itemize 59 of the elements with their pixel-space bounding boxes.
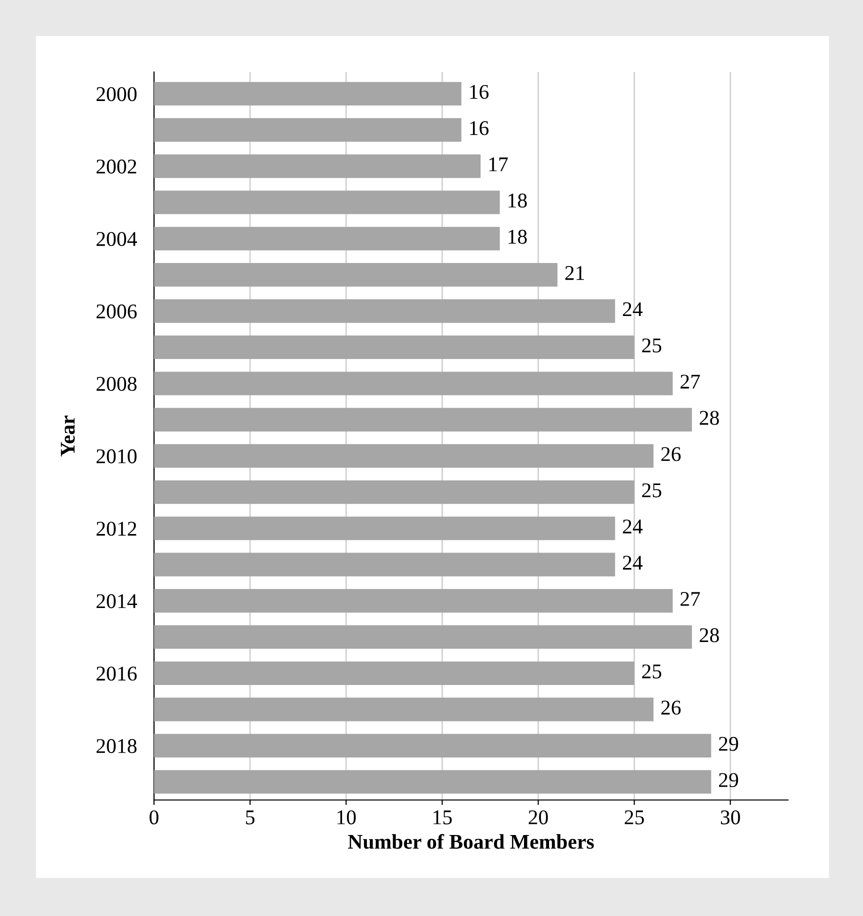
bar: [154, 625, 692, 649]
y-tick-label: 2006: [96, 304, 137, 318]
bar: [154, 661, 634, 686]
y-tick-label: 2018: [96, 739, 137, 754]
x-tick-label: 5: [246, 810, 254, 824]
y-tick-label: 2004: [96, 232, 138, 246]
bar: [154, 408, 692, 432]
bar: [154, 82, 462, 106]
data-label: 17: [489, 157, 508, 172]
data-label: 27: [680, 374, 700, 388]
data-label: 25: [642, 664, 662, 678]
bar: [154, 372, 673, 396]
bar: [154, 734, 712, 758]
data-label: 25: [642, 338, 662, 352]
bar: [154, 263, 558, 287]
data-label: 24: [622, 520, 643, 534]
y-tick-label: 2008: [96, 376, 137, 391]
data-label: 26: [661, 447, 681, 462]
y-tick-label: 2014: [96, 594, 138, 608]
bar: [154, 552, 616, 576]
y-tick-label: 2000: [96, 87, 137, 102]
y-tick-label: 2012: [96, 522, 136, 536]
y-tick-label: 2016: [96, 666, 137, 681]
y-tick-label: 2010: [96, 449, 137, 464]
bar: [154, 226, 500, 250]
x-tick-label: 30: [720, 810, 740, 824]
bar: [154, 118, 462, 142]
data-label: 25: [642, 483, 662, 498]
data-label: 24: [622, 302, 643, 316]
x-tick-label: 20: [528, 810, 548, 824]
x-tick-label: 25: [624, 810, 644, 824]
bar: [154, 589, 673, 613]
data-label: 24: [622, 556, 643, 570]
bar: [154, 190, 500, 214]
bar: [154, 480, 634, 504]
data-label: 28: [700, 628, 719, 642]
data-label: 18: [508, 230, 527, 244]
data-label: 18: [508, 194, 527, 208]
bar: [154, 335, 634, 360]
bar: [154, 444, 654, 468]
data-label: 26: [661, 700, 681, 715]
x-tick-label: 15: [434, 810, 452, 824]
data-label: 27: [680, 592, 700, 606]
data-label: 16: [470, 121, 489, 136]
x-axis-title: Number of Board Members: [348, 834, 594, 849]
x-tick-label: 10: [338, 810, 356, 824]
data-label: 28: [700, 410, 719, 425]
bar: [154, 154, 481, 178]
y-axis-title: Year: [60, 416, 75, 456]
data-label: 16: [470, 84, 489, 99]
y-tick-label: 2002: [96, 160, 136, 174]
data-label: 29: [719, 736, 738, 751]
bar: [154, 516, 616, 540]
x-tick-label: 0: [150, 810, 158, 824]
bar: [154, 698, 654, 722]
bar: [154, 770, 712, 794]
data-label: 21: [565, 266, 584, 280]
data-label: 29: [719, 773, 738, 788]
bar: [154, 299, 616, 323]
